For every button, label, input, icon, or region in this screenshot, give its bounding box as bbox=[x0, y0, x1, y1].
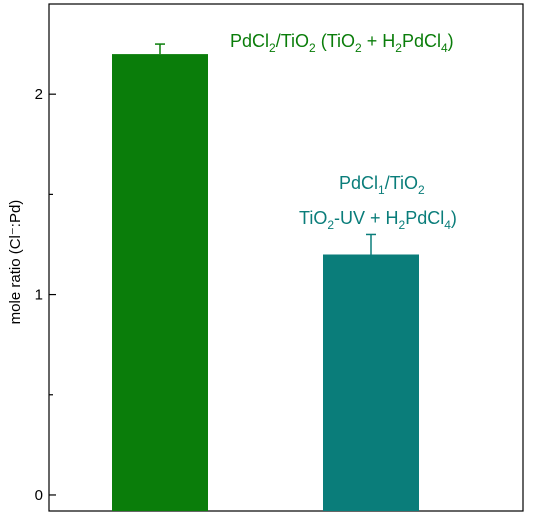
annotation-tio2-uv: TiO2-UV + H2PdCl4) bbox=[299, 208, 457, 232]
bars-group bbox=[112, 43, 419, 511]
annotation-pdcl2: PdCl2/TiO2 (TiO2 + H2PdCl4) bbox=[230, 31, 454, 55]
bar-2 bbox=[323, 254, 419, 511]
plot-frame bbox=[48, 3, 524, 512]
y-tick-label: 2 bbox=[35, 86, 43, 103]
y-axis-title: mole ratio (Cl⁻:Pd) bbox=[7, 200, 24, 325]
bar-1 bbox=[112, 54, 208, 511]
y-ticks-group: 0 1 2 bbox=[35, 86, 56, 504]
y-tick-label: 0 bbox=[35, 487, 43, 504]
annotation-pdcl1: PdCl1/TiO2 bbox=[339, 173, 425, 197]
y-tick-label: 1 bbox=[35, 287, 43, 304]
